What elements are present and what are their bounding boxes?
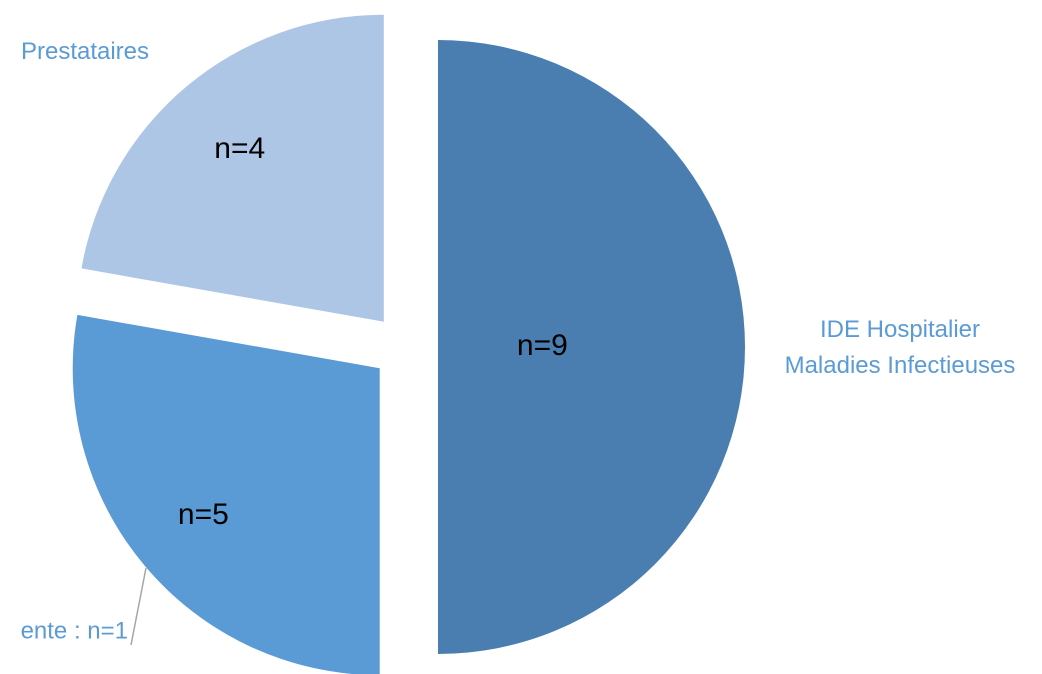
category-label: IDE Hospitalier Maladies Infectieuses xyxy=(784,316,1016,379)
annotation: ente : n=1 xyxy=(21,617,128,644)
leader-line xyxy=(130,567,147,646)
value-label: n=4 xyxy=(214,132,265,165)
pie-slice xyxy=(72,314,380,674)
pie-slice xyxy=(438,40,745,654)
value-label: n=9 xyxy=(517,329,568,362)
category-label: Prestataires xyxy=(20,38,150,65)
value-label: n=5 xyxy=(178,498,229,531)
pie-slice xyxy=(81,14,384,322)
